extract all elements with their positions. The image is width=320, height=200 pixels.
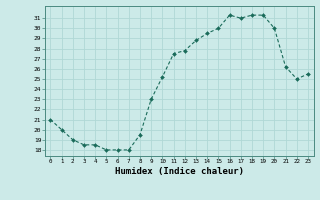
X-axis label: Humidex (Indice chaleur): Humidex (Indice chaleur) [115, 167, 244, 176]
